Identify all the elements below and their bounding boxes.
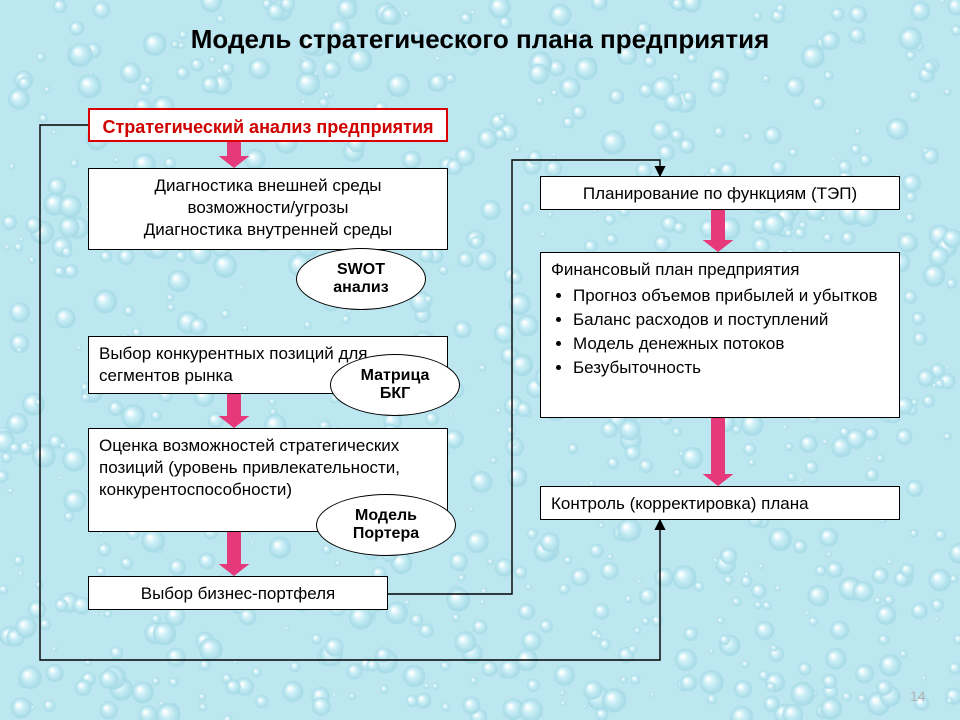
page-number: 14: [910, 688, 926, 704]
diagram-stage: Модель стратегического плана предприятия…: [0, 0, 960, 720]
ellipse-swot: SWOTанализ: [296, 248, 426, 310]
ellipse-bcg: МатрицаБКГ: [330, 354, 460, 416]
box-strategic-analysis: Стратегический анализ предприятия: [88, 108, 448, 142]
ellipse-porter: МодельПортера: [316, 494, 456, 556]
box-function-planning: Планирование по функциям (ТЭП): [540, 176, 900, 210]
page-title: Модель стратегического плана предприятия: [0, 24, 960, 55]
box-control: Контроль (корректировка) плана: [540, 486, 900, 520]
box-business-portfolio: Выбор бизнес-портфеля: [88, 576, 388, 610]
box-diagnostics: Диагностика внешней среды возможности/уг…: [88, 168, 448, 250]
box-financial-plan: Финансовый план предприятияПрогноз объем…: [540, 252, 900, 418]
